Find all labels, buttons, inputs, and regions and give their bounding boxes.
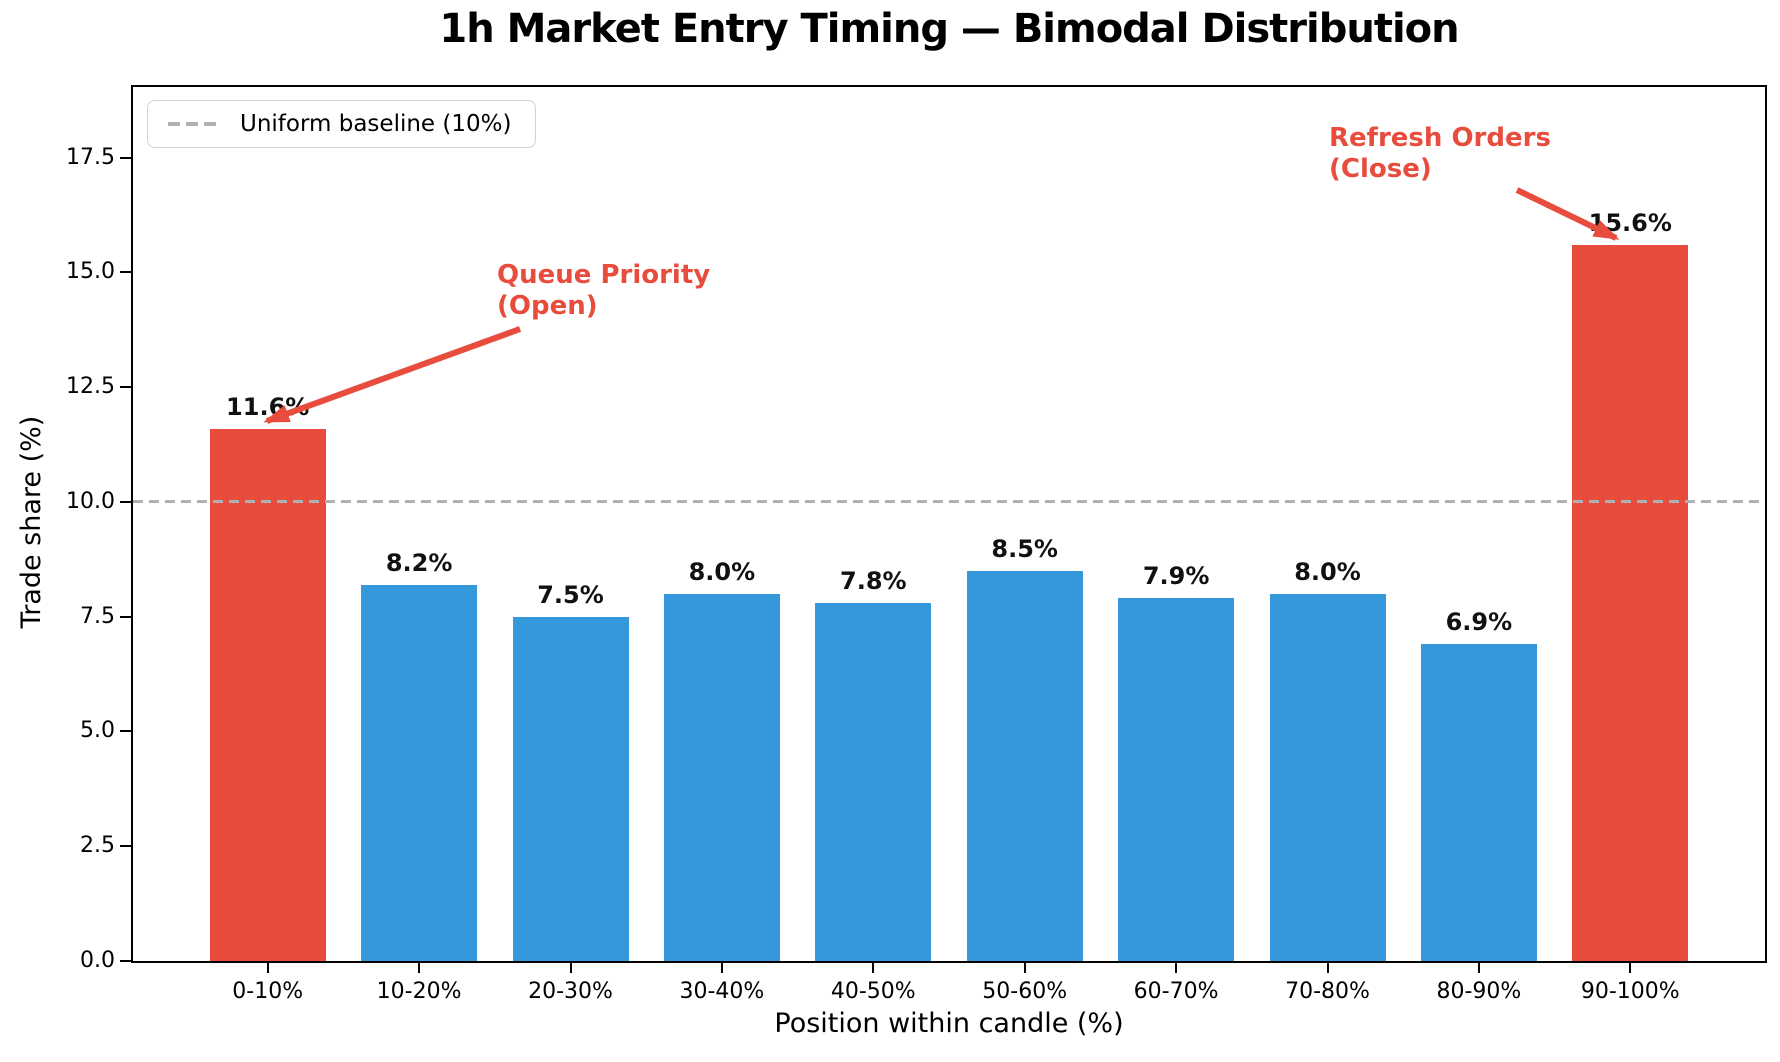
y-tick-mark bbox=[120, 271, 131, 274]
y-tick-mark bbox=[120, 730, 131, 733]
bar-40-50% bbox=[815, 602, 932, 961]
x-axis-label: Position within candle (%) bbox=[774, 1008, 1124, 1039]
uniform-baseline-line bbox=[133, 500, 1765, 504]
x-tick-mark bbox=[872, 963, 875, 973]
y-tick-mark bbox=[120, 386, 131, 389]
x-tick-label: 50-60% bbox=[982, 979, 1068, 1004]
bar-50-60% bbox=[966, 570, 1083, 961]
bar-60-70% bbox=[1118, 598, 1235, 961]
x-tick-mark bbox=[266, 963, 269, 973]
x-tick-mark bbox=[1023, 963, 1026, 973]
bar-20-30% bbox=[512, 616, 629, 961]
bar-value-label-60-70%: 7.9% bbox=[1142, 562, 1210, 591]
x-tick-label: 60-70% bbox=[1133, 979, 1219, 1004]
bar-value-label-90-100%: 15.6% bbox=[1588, 208, 1672, 237]
x-tick-label: 20-30% bbox=[528, 979, 613, 1004]
y-tick-mark bbox=[120, 845, 131, 848]
bar-90-100% bbox=[1572, 244, 1689, 961]
x-tick-label: 10-20% bbox=[376, 979, 462, 1004]
bar-value-label-80-90%: 6.9% bbox=[1445, 608, 1513, 637]
annotation-queue-priority: Queue Priority (Open) bbox=[497, 260, 710, 322]
x-tick-label: 80-90% bbox=[1436, 979, 1522, 1004]
annotation-refresh-orders-line1: Refresh Orders bbox=[1329, 123, 1551, 153]
x-tick-label: 40-50% bbox=[830, 979, 916, 1004]
legend-dash-swatch bbox=[168, 122, 220, 126]
bar-70-80% bbox=[1269, 593, 1386, 961]
bar-value-label-50-60%: 8.5% bbox=[991, 534, 1058, 563]
y-tick-mark bbox=[120, 500, 131, 503]
x-tick-label: 30-40% bbox=[679, 979, 765, 1004]
y-tick-mark bbox=[120, 156, 131, 159]
annotation-queue-priority-line1: Queue Priority bbox=[497, 260, 711, 290]
bar-value-label-40-50%: 7.8% bbox=[840, 566, 907, 595]
bar-value-label-70-80%: 8.0% bbox=[1294, 557, 1361, 586]
chart-title: 1h Market Entry Timing — Bimodal Distrib… bbox=[439, 6, 1459, 52]
bar-10-20% bbox=[361, 584, 478, 961]
y-tick-label: 5.0 bbox=[80, 718, 115, 744]
annotation-refresh-orders: Refresh Orders (Close) bbox=[1329, 123, 1551, 185]
bar-value-label-30-40%: 8.0% bbox=[688, 557, 756, 586]
y-tick-label: 2.5 bbox=[80, 833, 115, 859]
y-tick-label: 7.5 bbox=[80, 603, 115, 629]
bar-30-40% bbox=[663, 593, 780, 961]
x-tick-mark bbox=[1477, 963, 1480, 973]
x-tick-mark bbox=[1175, 963, 1178, 973]
x-tick-label: 70-80% bbox=[1285, 979, 1370, 1004]
legend-label: Uniform baseline (10%) bbox=[240, 111, 512, 137]
annotation-queue-priority-line2: (Open) bbox=[497, 291, 598, 321]
y-tick-label: 0.0 bbox=[80, 948, 115, 973]
y-tick-label: 15.0 bbox=[66, 259, 115, 285]
y-tick-mark bbox=[120, 615, 131, 618]
bar-80-90% bbox=[1420, 644, 1537, 961]
y-tick-label: 10.0 bbox=[66, 488, 115, 514]
x-tick-label: 90-100% bbox=[1580, 979, 1680, 1004]
x-tick-mark bbox=[1326, 963, 1329, 973]
y-tick-mark bbox=[120, 960, 131, 962]
x-tick-mark bbox=[569, 963, 572, 973]
annotation-refresh-orders-line2: (Close) bbox=[1329, 154, 1432, 184]
y-tick-label: 17.5 bbox=[66, 144, 115, 170]
bar-value-label-0-10%: 11.6% bbox=[226, 392, 310, 421]
plot-area: 0.0 2.5 5.0 7.5 10.0 12.5 15.0 17.5 11.6% 8.2% 7.… bbox=[66, 85, 1767, 1004]
x-tick-mark bbox=[1629, 963, 1632, 973]
legend: Uniform baseline (10%) bbox=[147, 100, 537, 148]
x-tick-mark bbox=[418, 963, 421, 973]
bar-0-10% bbox=[209, 428, 326, 961]
y-axis-label: Trade share (%) bbox=[16, 415, 47, 629]
bar-value-label-20-30%: 7.5% bbox=[537, 580, 604, 609]
x-tick-label: 0-10% bbox=[232, 979, 304, 1004]
bar-value-label-10-20%: 8.2% bbox=[385, 548, 453, 577]
y-tick-label: 12.5 bbox=[66, 374, 115, 400]
x-tick-mark bbox=[720, 963, 723, 973]
